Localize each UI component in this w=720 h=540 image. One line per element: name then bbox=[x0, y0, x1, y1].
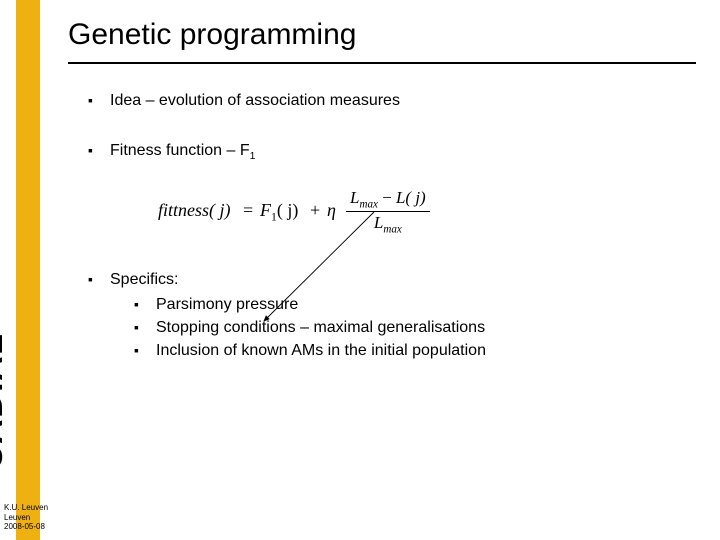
formula-f1-letter: F bbox=[260, 200, 271, 220]
formula-equals: = bbox=[243, 200, 253, 221]
footer: K.U. Leuven Leuven 2008-05-08 bbox=[4, 503, 48, 532]
content-area: Idea – evolution of association measures… bbox=[88, 90, 688, 363]
formula-denominator: Lmax bbox=[346, 212, 430, 235]
num-Lj: L( j) bbox=[396, 188, 426, 207]
num-minus: − bbox=[382, 188, 392, 207]
specifics-list: Parsimony pressure Stopping conditions –… bbox=[134, 293, 688, 363]
specifics-item: Parsimony pressure bbox=[134, 293, 688, 316]
den-max: max bbox=[383, 224, 401, 236]
formula-plus: + bbox=[310, 200, 320, 221]
footer-line1: K.U. Leuven bbox=[4, 503, 48, 513]
formula-f1-arg: ( j) bbox=[277, 200, 299, 220]
logo: CADIAL bbox=[0, 333, 11, 470]
formula-lhs: fittness( j) bbox=[158, 200, 231, 221]
slide: CADIAL Genetic programming Idea – evolut… bbox=[0, 0, 720, 540]
fitness-label: Fitness function – F bbox=[110, 142, 250, 159]
formula-eta: η bbox=[327, 200, 336, 221]
num-max: max bbox=[359, 198, 377, 210]
footer-line2: Leuven bbox=[4, 513, 48, 523]
bullet-fitness: Fitness function – F1 bbox=[88, 140, 688, 164]
den-L: L bbox=[374, 213, 383, 232]
formula-fraction: Lmax − L( j) Lmax bbox=[346, 188, 430, 236]
bullet-idea: Idea – evolution of association measures bbox=[88, 90, 688, 112]
specifics-heading: Specifics: bbox=[110, 271, 178, 288]
bullet-specifics: Specifics: Parsimony pressure Stopping c… bbox=[88, 268, 688, 363]
formula: fittness( j) = F1( j) + η Lmax − L( j) L… bbox=[158, 188, 688, 238]
formula-numerator: Lmax − L( j) bbox=[346, 188, 430, 212]
accent-bar bbox=[16, 0, 40, 540]
footer-line3: 2008-05-08 bbox=[4, 522, 48, 532]
formula-f1: F1( j) bbox=[260, 200, 298, 224]
specifics-item: Inclusion of known AMs in the initial po… bbox=[134, 339, 688, 362]
fitness-subscript: 1 bbox=[250, 151, 256, 162]
title-underline bbox=[68, 62, 696, 64]
page-title: Genetic programming bbox=[68, 18, 356, 52]
specifics-item: Stopping conditions – maximal generalisa… bbox=[134, 316, 688, 339]
